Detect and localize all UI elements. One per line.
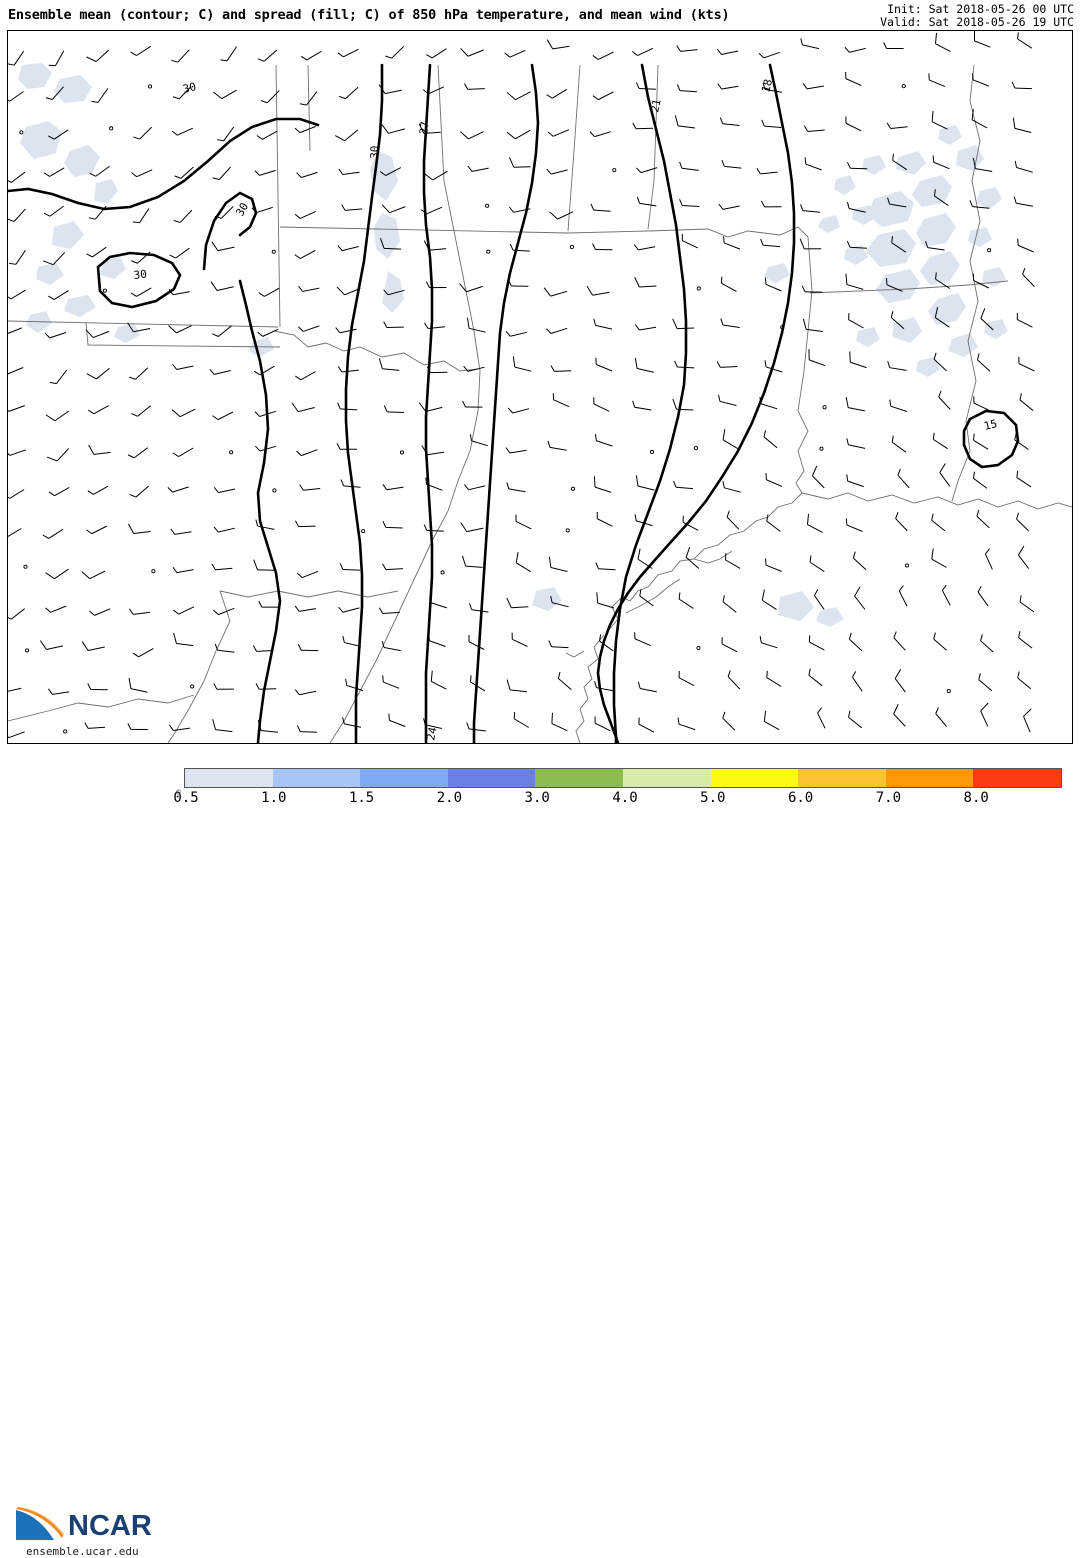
contour-label-24: 24: [424, 726, 440, 742]
contour-label-15: 15: [983, 417, 999, 433]
wind-barb-calm: [271, 249, 276, 254]
contour-label-21: 21: [648, 98, 663, 114]
valid-time-label: Valid: Sat 2018-05-26 19 UTC: [880, 15, 1074, 29]
wind-barb-calm: [19, 130, 24, 135]
wind-barb-calm: [570, 486, 576, 491]
colorbar-tick-3-0: 3.0: [524, 790, 550, 806]
contour-label-30d: 30: [368, 145, 381, 159]
wind-barb-calm: [780, 325, 785, 330]
contour-label-30b: 30: [133, 268, 148, 282]
colorbar-segment: [447, 769, 536, 787]
wind-barb-calm: [229, 450, 234, 455]
colorbar-tick-6-0: 6.0: [787, 790, 814, 806]
wind-barb-calm: [63, 729, 68, 734]
wind-barb-calm: [151, 569, 156, 574]
ncar-logo-url[interactable]: ensemble.ucar.edu: [26, 1545, 139, 1558]
colorbar-segment: [272, 769, 361, 787]
wind-barb-calm: [565, 528, 570, 533]
wind-barb-calm: [147, 84, 153, 89]
colorbar-tick-7-0: 7.0: [875, 790, 902, 806]
wind-barb-calm: [569, 244, 574, 249]
wind-barb-calm: [696, 646, 701, 651]
wind-barb-calm: [696, 286, 701, 291]
colorbar-tick-4-0: 4.0: [612, 790, 638, 806]
temperature-contour-layer: [8, 63, 1020, 743]
colorbar-segment: [185, 769, 273, 787]
wind-barb-calm: [612, 168, 617, 173]
wind-barb-calm: [485, 203, 490, 208]
map-graphics: 30 30 30 30 27 24 21 18 15: [8, 31, 1072, 743]
wind-barb-calm: [486, 249, 491, 254]
colorbar-tick-1-5: 1.5: [348, 790, 375, 806]
colorbar-segment: [710, 769, 799, 787]
wind-barb-calm: [819, 446, 824, 451]
wind-barb-calm: [399, 450, 405, 455]
wind-barb-calm: [649, 449, 655, 455]
colorbar-tick-0-5: 0.5: [173, 790, 199, 806]
map-canvas[interactable]: 30 30 30 30 27 24 21 18 15: [7, 30, 1073, 744]
wind-barb-calm: [23, 564, 28, 569]
colorbar-segment: [885, 769, 974, 787]
wind-barb-calm: [904, 563, 909, 568]
wind-barb-calm: [361, 529, 366, 534]
wind-barb-calm: [272, 488, 277, 493]
wind-barb-calm: [987, 248, 992, 253]
spread-colorbar[interactable]: [184, 768, 1062, 788]
wind-barb-calm: [190, 684, 195, 689]
spread-fill-dense-northeast: [818, 125, 1008, 377]
wind-barb-calm: [901, 84, 906, 89]
wind-barb-calm: [440, 570, 445, 575]
colorbar-segment: [622, 769, 711, 787]
wind-barb-calm: [822, 405, 827, 410]
political-boundaries-layer: [8, 64, 1072, 743]
wind-barb-calm: [693, 446, 698, 451]
colorbar-segment: [535, 769, 623, 787]
ncar-logo[interactable]: NCAR ensemble.ucar.edu: [6, 752, 178, 1558]
weather-map-page: Ensemble mean (contour; C) and spread (f…: [6, 2, 1074, 1558]
contour-labels-layer: 30 30 30 30 27 24 21 18 15: [133, 78, 999, 742]
wind-barb-calm: [102, 288, 107, 293]
page-title: Ensemble mean (contour; C) and spread (f…: [8, 7, 730, 23]
contour-label-30c: 30: [233, 201, 251, 219]
colorbar-tick-1-0: 1.0: [261, 790, 287, 806]
contour-label-18: 18: [759, 78, 775, 94]
wind-barb-layer: [8, 31, 1040, 740]
colorbar-segment: [798, 769, 886, 787]
spread-fill-layer: [18, 63, 844, 627]
forecast-timestamps: Init: Sat 2018-05-26 00 UTC Valid: Sat 2…: [880, 3, 1074, 29]
colorbar-segment: [360, 769, 448, 787]
colorbar-tick-8-0: 8.0: [963, 790, 989, 806]
wind-barb-calm: [109, 126, 114, 131]
wind-barb-calm: [946, 689, 951, 694]
copyright-symbol: ©: [176, 788, 181, 797]
colorbar-tick-5-0: 5.0: [700, 790, 726, 806]
colorbar-segment: [973, 769, 1061, 787]
init-time-label: Init: Sat 2018-05-26 00 UTC: [887, 2, 1074, 16]
colorbar-tick-2-0: 2.0: [436, 790, 463, 806]
wind-barb-calm: [24, 648, 30, 653]
ncar-logo-text: NCAR: [68, 1510, 152, 1542]
ncar-logo-mark: [16, 1506, 65, 1540]
contour-label-27: 27: [417, 120, 432, 135]
